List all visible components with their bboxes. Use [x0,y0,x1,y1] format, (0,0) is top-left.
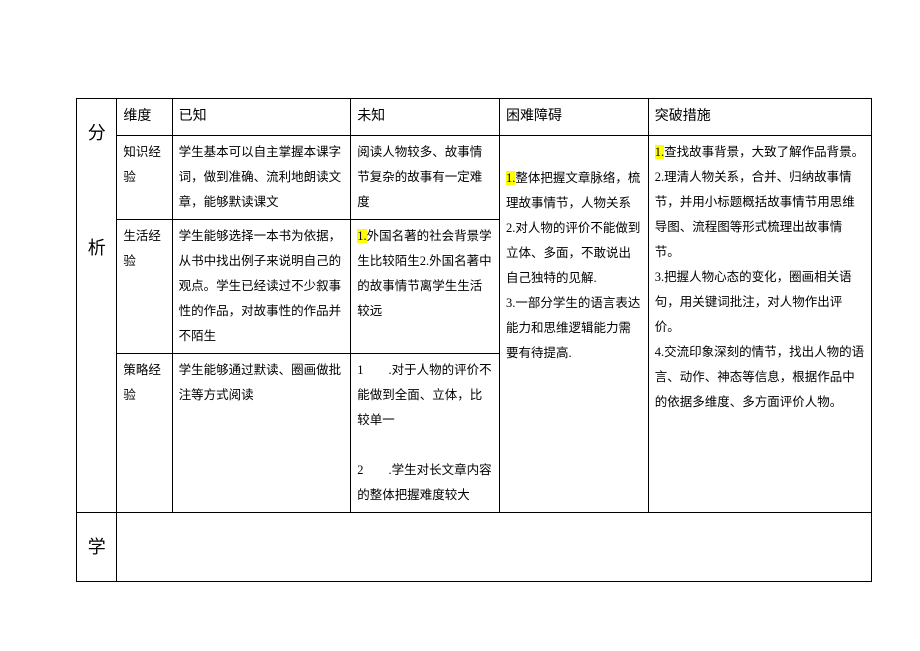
cell-unknown-2: 1.外国名著的社会背景学生比较陌生2.外国名著中的故事情节离学生生活较远 [351,220,500,354]
highlight: 1. [655,145,664,159]
highlight: 1. [506,171,515,185]
measure-text: 查找故事背景，大致了解作品背景。 2.理清人物关系，合并、归纳故事情节，并用小标… [655,145,864,409]
cell-barrier: 1.整体把握文章脉络，梳理故事情节，人物关系 2.对人物的评价不能做到立体、多面… [499,136,648,513]
cell-dim-1: 知识经验 [117,136,172,220]
highlight: 1. [357,229,366,243]
page: 分 析 维度 已知 未知 困难障碍 突破措施 知识经验 学生基本可以自主掌握本课… [0,0,920,651]
analysis-table: 分 析 维度 已知 未知 困难障碍 突破措施 知识经验 学生基本可以自主掌握本课… [76,98,872,582]
side-label-analysis: 分 析 [77,99,117,513]
header-known: 已知 [172,99,351,136]
cell-dim-2: 生活经验 [117,220,172,354]
cell-measure: 1.查找故事背景，大致了解作品背景。 2.理清人物关系，合并、归纳故事情节，并用… [648,136,871,513]
header-unknown: 未知 [351,99,500,136]
cell-known-2: 学生能够选择一本书为依据，从书中找出例子来说明自己的观点。学生已经读过不少叙事性… [172,220,351,354]
header-measure: 突破措施 [648,99,871,136]
cell-unknown-3: 1 .对于人物的评价不能做到全面、立体，比较单一 2 .学生对长文章内容的整体把… [351,354,500,513]
table-row: 知识经验 学生基本可以自主掌握本课字词，做到准确、流利地朗读文章，能够默读课文 … [77,136,872,220]
cell-dim-3: 策略经验 [117,354,172,513]
cell-known-3: 学生能够通过默读、圈画做批注等方式阅读 [172,354,351,513]
table-row-bottom: 学 [77,513,872,582]
side-label-study: 学 [77,513,117,582]
header-dimension: 维度 [117,99,172,136]
table-header-row: 分 析 维度 已知 未知 困难障碍 突破措施 [77,99,872,136]
barrier-text: 整体把握文章脉络，梳理故事情节，人物关系 2.对人物的评价不能做到立体、多面，不… [506,171,640,360]
cell-unknown-1: 阅读人物较多、故事情节复杂的故事有一定难度 [351,136,500,220]
empty-bottom-cell [117,513,872,582]
header-barrier: 困难障碍 [499,99,648,136]
unknown-2-text: 外国名著的社会背景学生比较陌生2.外国名著中的故事情节离学生生活较远 [357,229,491,318]
cell-known-1: 学生基本可以自主掌握本课字词，做到准确、流利地朗读文章，能够默读课文 [172,136,351,220]
